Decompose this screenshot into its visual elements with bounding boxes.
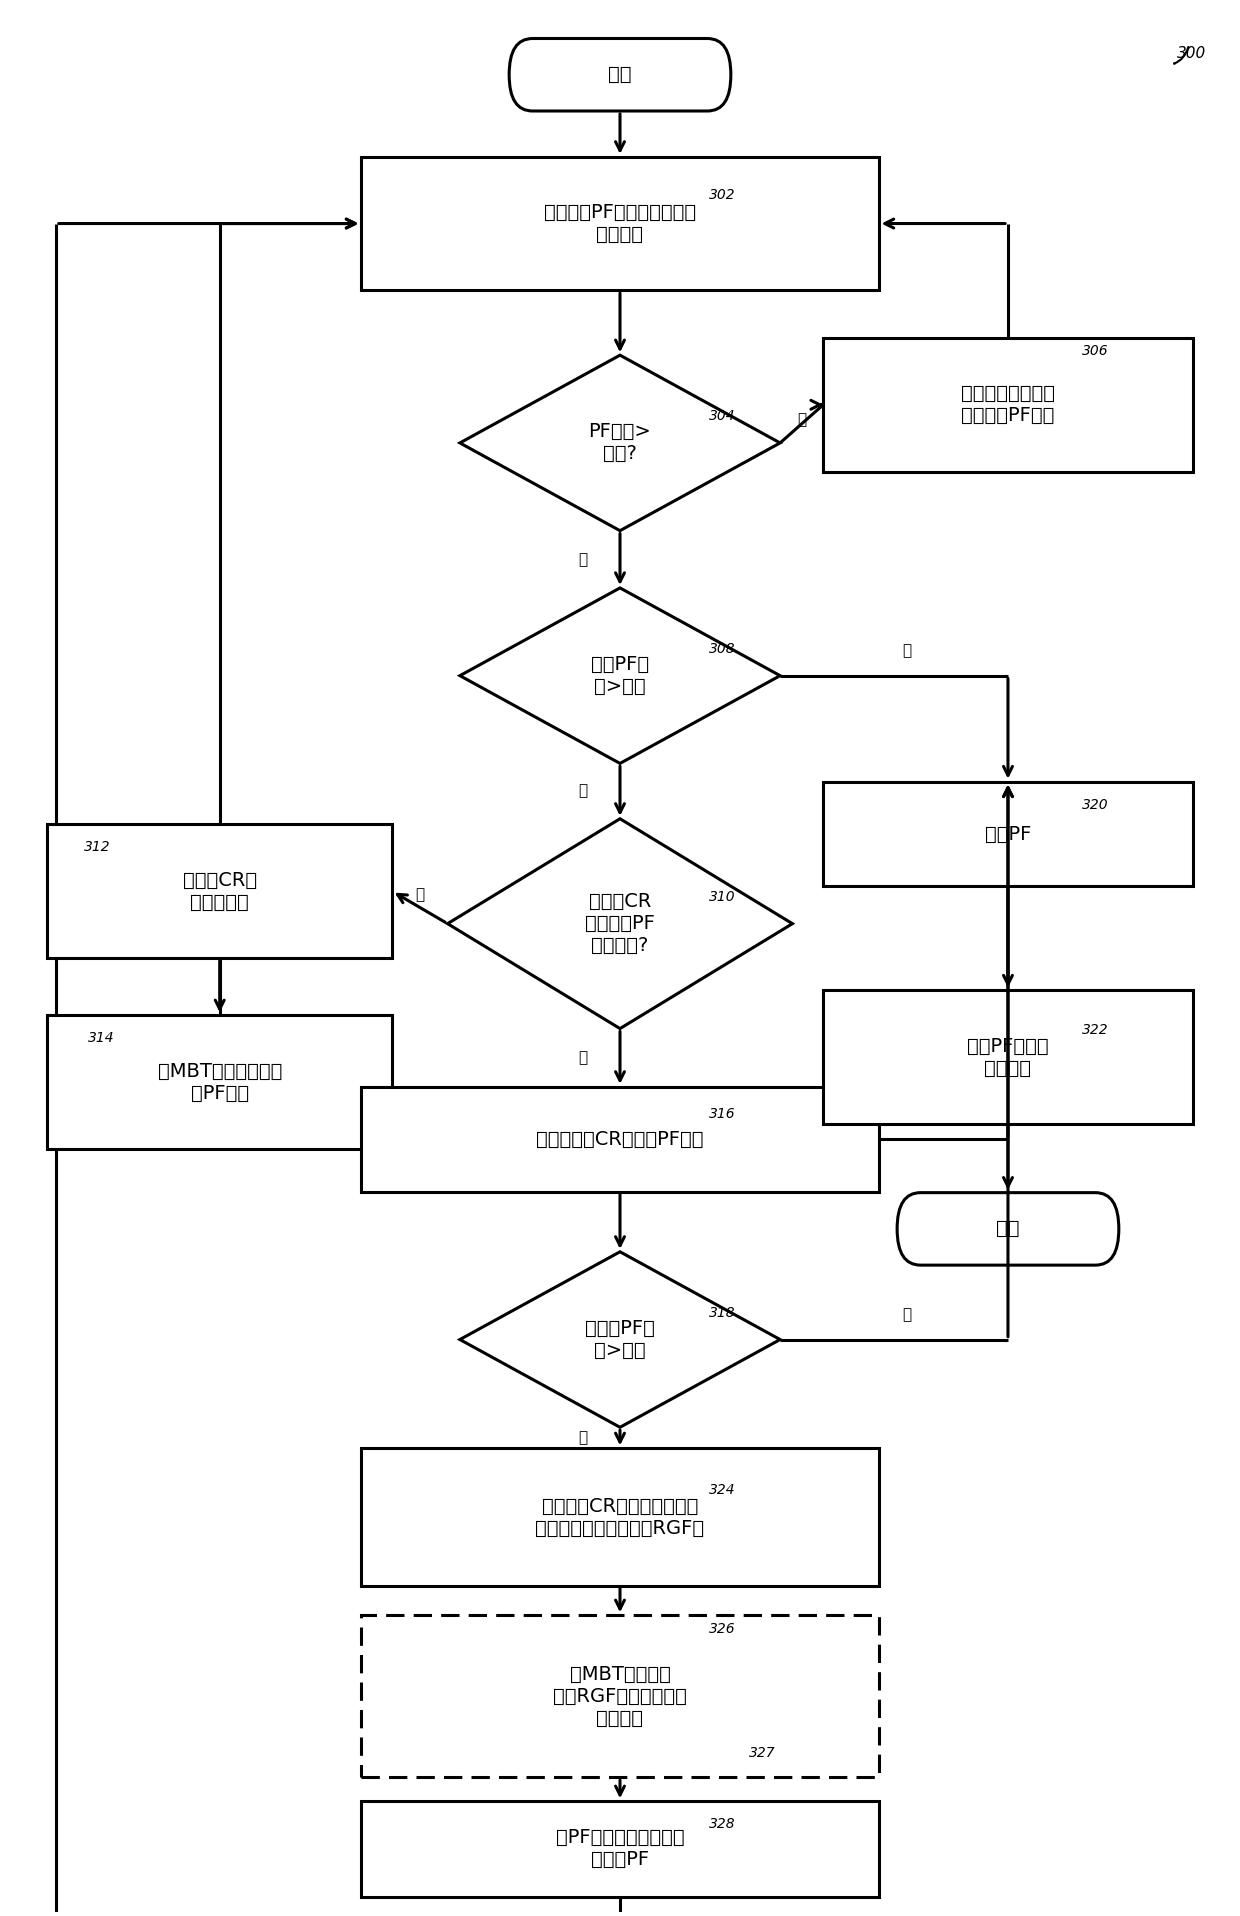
- Text: 自MBT延迟火花
基于RGF来调整火花正
时延迟量: 自MBT延迟火花 基于RGF来调整火花正 时延迟量: [553, 1665, 687, 1728]
- Text: 328: 328: [709, 1816, 735, 1832]
- Polygon shape: [448, 818, 792, 1029]
- Text: 以较高CR来
运行发动机: 以较高CR来 运行发动机: [182, 870, 257, 912]
- Text: 327: 327: [749, 1747, 776, 1761]
- Text: 自MBT延迟火花以增
加PF温度: 自MBT延迟火花以增 加PF温度: [157, 1061, 281, 1102]
- Text: 306: 306: [1081, 345, 1109, 358]
- Text: 314: 314: [88, 1031, 114, 1044]
- FancyBboxPatch shape: [361, 1448, 879, 1586]
- Text: 估计较低CR运行的发动机汽
缸中的残余气体分数（RGF）: 估计较低CR运行的发动机汽 缸中的残余气体分数（RGF）: [536, 1496, 704, 1537]
- Text: 在PF温度达到阈值温度
后再生PF: 在PF温度达到阈值温度 后再生PF: [556, 1828, 684, 1870]
- Text: 304: 304: [709, 410, 735, 423]
- Text: 开始: 开始: [609, 65, 631, 84]
- Text: 300: 300: [1177, 46, 1207, 61]
- Text: 再生PF: 再生PF: [985, 824, 1032, 843]
- Text: 降低发动机CR以增加PF温度: 降低发动机CR以增加PF温度: [536, 1130, 704, 1150]
- Text: 以较低CR
所期望的PF
温度增量?: 以较低CR 所期望的PF 温度增量?: [585, 893, 655, 956]
- Text: 初始PF温
度>阈值: 初始PF温 度>阈值: [591, 655, 649, 696]
- Text: 否: 否: [415, 887, 424, 902]
- Polygon shape: [460, 588, 780, 763]
- FancyBboxPatch shape: [823, 991, 1193, 1125]
- FancyBboxPatch shape: [823, 337, 1193, 471]
- Text: 312: 312: [84, 841, 110, 855]
- FancyBboxPatch shape: [823, 782, 1193, 887]
- Text: 302: 302: [709, 188, 735, 201]
- FancyBboxPatch shape: [361, 157, 879, 291]
- FancyBboxPatch shape: [361, 1615, 879, 1778]
- Text: 是: 是: [901, 1307, 911, 1322]
- Polygon shape: [460, 354, 780, 531]
- FancyBboxPatch shape: [361, 1801, 879, 1897]
- Text: 318: 318: [709, 1307, 735, 1320]
- Text: 316: 316: [709, 1107, 735, 1121]
- FancyBboxPatch shape: [510, 38, 730, 111]
- Text: 324: 324: [709, 1483, 735, 1496]
- Text: 308: 308: [709, 642, 735, 655]
- Text: 估计包括PF加载的车辆和发
动机工况: 估计包括PF加载的车辆和发 动机工况: [544, 203, 696, 243]
- FancyArrowPatch shape: [1174, 46, 1188, 63]
- Text: 310: 310: [709, 889, 735, 904]
- Text: 否: 否: [579, 1429, 588, 1445]
- Text: 结束: 结束: [996, 1219, 1019, 1238]
- Text: 否: 否: [579, 784, 588, 799]
- Text: 是: 是: [901, 644, 911, 659]
- FancyBboxPatch shape: [47, 824, 392, 958]
- FancyBboxPatch shape: [47, 1015, 392, 1150]
- Text: 维持当前发动机运
行而没有PF再生: 维持当前发动机运 行而没有PF再生: [961, 385, 1055, 425]
- Text: 更新的PF温
度>阈值: 更新的PF温 度>阈值: [585, 1318, 655, 1360]
- Polygon shape: [460, 1251, 780, 1427]
- Text: PF负载>
阈值?: PF负载> 阈值?: [589, 422, 651, 464]
- Text: 320: 320: [1081, 799, 1109, 812]
- Text: 更新PF加载和
再生历史: 更新PF加载和 再生历史: [967, 1037, 1049, 1077]
- Text: 是: 是: [579, 1050, 588, 1065]
- Text: 322: 322: [1081, 1023, 1109, 1037]
- FancyBboxPatch shape: [897, 1192, 1118, 1265]
- FancyBboxPatch shape: [361, 1086, 879, 1192]
- Text: 326: 326: [709, 1623, 735, 1636]
- Text: 否: 否: [797, 412, 806, 427]
- Text: 是: 是: [579, 552, 588, 567]
